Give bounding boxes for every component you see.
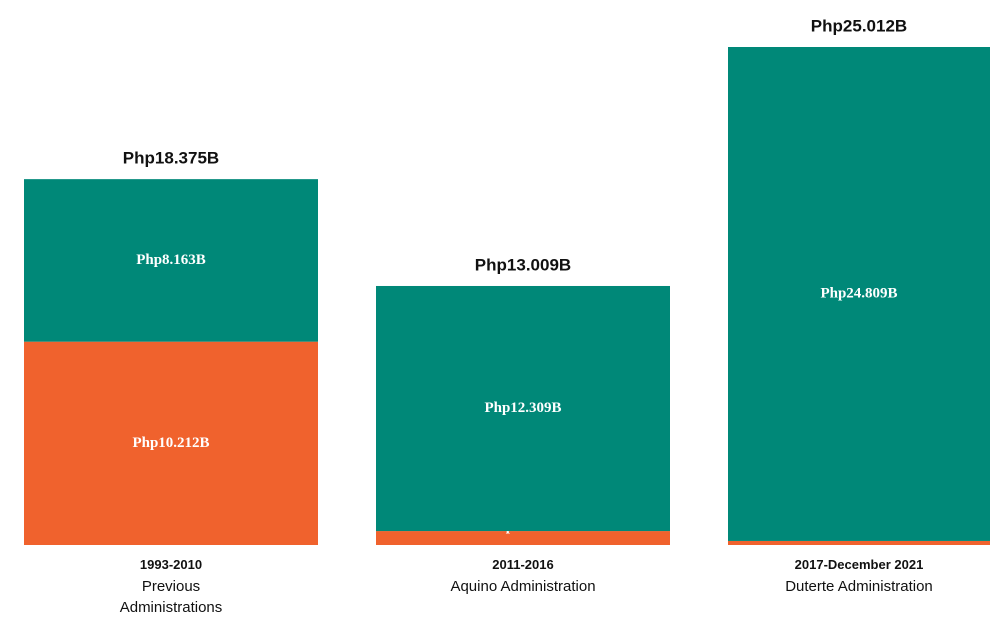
total-label: Php18.375B xyxy=(123,149,219,168)
category-period: 2017-December 2021 xyxy=(794,557,924,572)
category-label: 1993-2010 Previous Administrations xyxy=(96,557,246,618)
segment-label: Php10.212B xyxy=(132,435,209,451)
category-name: Duterte Administration xyxy=(785,578,933,595)
category-name: Aquino Administration xyxy=(450,578,596,595)
bar-segment xyxy=(24,341,318,545)
category-period: 1993-2010 xyxy=(139,557,203,572)
category-label: 2011-2016 Aquino Administration xyxy=(448,557,598,597)
total-label: Php13.009B xyxy=(475,255,571,274)
segment-label: Php12.309B xyxy=(484,400,561,416)
bar-segment xyxy=(24,179,318,342)
segment-label: Php24.809B xyxy=(820,285,897,301)
bar-segment xyxy=(728,47,990,541)
bar-segment xyxy=(376,285,670,532)
category-label: 2017-December 2021 Duterte Administration xyxy=(784,557,934,597)
bar-segment xyxy=(728,540,990,545)
total-label: Php25.012B xyxy=(811,16,907,35)
bar-segment xyxy=(376,531,670,545)
category-name: Previous Administrations xyxy=(119,578,223,616)
category-period: 2011-2016 xyxy=(492,557,554,572)
segment-label: Php8.163B xyxy=(136,252,206,268)
